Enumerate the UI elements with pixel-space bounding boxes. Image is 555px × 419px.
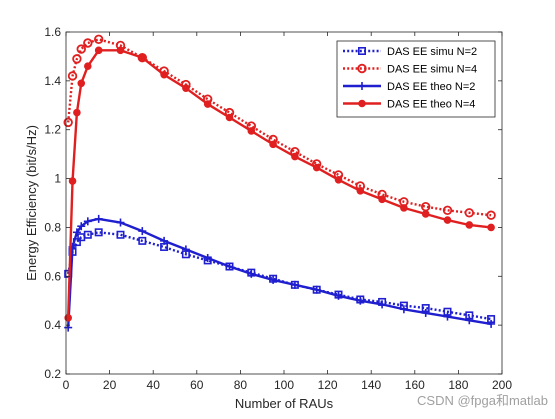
data-point [84, 62, 92, 70]
y-tick-label: 1 [54, 172, 61, 186]
data-point [269, 140, 277, 149]
legend-label: DAS EE simu N=2 [387, 46, 477, 58]
x-tick-label: 100 [274, 378, 294, 392]
data-point [312, 163, 321, 172]
legend-label: DAS EE theo N=2 [387, 81, 475, 93]
x-tick-label: 60 [190, 378, 204, 392]
data-point [421, 308, 430, 317]
data-point [94, 214, 103, 223]
data-point [356, 186, 365, 195]
data-point [83, 230, 92, 239]
legend-marker [358, 99, 366, 108]
y-tick-label: 0.2 [44, 367, 61, 381]
series-layer [63, 34, 496, 332]
data-point [116, 230, 125, 239]
legend-marker [358, 82, 366, 90]
legend-item: DAS EE theo N=2 [343, 81, 475, 93]
data-point [399, 305, 408, 314]
data-point [486, 210, 496, 220]
data-point [77, 222, 86, 231]
data-point [487, 223, 495, 232]
data-point [247, 269, 256, 278]
data-point [63, 117, 73, 128]
x-tick-label: 140 [361, 378, 381, 392]
data-point [334, 291, 343, 300]
watermark-text: CSDN @fpga和matlab [417, 393, 548, 408]
x-tick-label: 180 [448, 378, 468, 392]
data-point [465, 316, 474, 325]
legend: DAS EE simu N=2 DAS EE simu N=4 DAS EE the… [336, 40, 496, 118]
data-point [76, 44, 86, 54]
y-tick-label: 1.6 [44, 25, 61, 39]
x-tick-label: 0 [63, 378, 70, 392]
legend-item: DAS EE simu N=4 [343, 64, 477, 76]
data-point [487, 319, 496, 328]
data-point [67, 71, 78, 81]
data-point [94, 46, 103, 55]
legend-item: DAS EE simu N=2 [343, 46, 477, 58]
data-point [356, 296, 365, 305]
data-point [203, 253, 212, 262]
data-point [94, 228, 103, 237]
data-point [73, 108, 81, 117]
data-point [64, 314, 72, 322]
data-point [203, 100, 212, 108]
data-point [72, 228, 81, 237]
data-point [464, 208, 474, 218]
y-axis-label: Energy Efficiency (bit/s/Hz) [24, 125, 39, 281]
data-point [334, 175, 343, 184]
ticks-layer: 0 20 40 60 80 100 120 140 160 180 200 0.2 0.4 0.6 0.8 1… [44, 25, 512, 392]
data-point [225, 262, 234, 271]
data-point [290, 280, 299, 289]
x-tick-label: 40 [147, 378, 161, 392]
legend-label: DAS EE simu N=4 [387, 64, 477, 76]
data-point [421, 210, 430, 218]
data-point [400, 204, 408, 212]
data-point [443, 216, 452, 224]
data-point [138, 227, 147, 236]
y-tick-label: 1.2 [44, 123, 61, 137]
data-point [378, 300, 387, 309]
x-tick-label: 120 [318, 378, 338, 392]
x-axis-label: Number of RAUs [235, 396, 334, 411]
data-point [291, 152, 299, 161]
x-tick-label: 160 [405, 378, 425, 392]
data-point [225, 113, 234, 122]
y-tick-label: 0.8 [44, 220, 61, 234]
legend-item: DAS EE theo N=4 [343, 99, 475, 111]
data-point [116, 218, 125, 227]
data-point [68, 177, 77, 185]
data-point [83, 38, 93, 48]
data-point [378, 195, 386, 204]
x-tick-label: 200 [492, 378, 512, 392]
legend-marker [357, 63, 367, 74]
y-tick-label: 0.4 [44, 318, 61, 332]
data-point [182, 84, 190, 92]
data-point [181, 245, 190, 254]
data-point [72, 54, 82, 64]
data-point [465, 221, 474, 229]
data-point [160, 236, 169, 245]
series-4 [64, 46, 495, 322]
y-tick-label: 1.4 [44, 74, 61, 88]
data-point [83, 217, 92, 226]
data-point [442, 205, 453, 216]
y-tick-label: 0.6 [44, 269, 61, 283]
data-point [312, 285, 321, 294]
x-tick-label: 80 [234, 378, 248, 392]
data-point [160, 70, 168, 79]
data-point [138, 53, 147, 62]
data-point [269, 275, 278, 284]
x-tick-label: 20 [103, 378, 117, 392]
data-point [443, 312, 452, 321]
series-3 [64, 214, 496, 332]
data-point [77, 79, 86, 88]
legend-marker [357, 46, 366, 55]
data-point [138, 236, 147, 245]
legend-label: DAS EE theo N=4 [387, 99, 475, 111]
data-point [93, 34, 104, 45]
data-point [247, 127, 256, 135]
data-point [116, 46, 125, 55]
